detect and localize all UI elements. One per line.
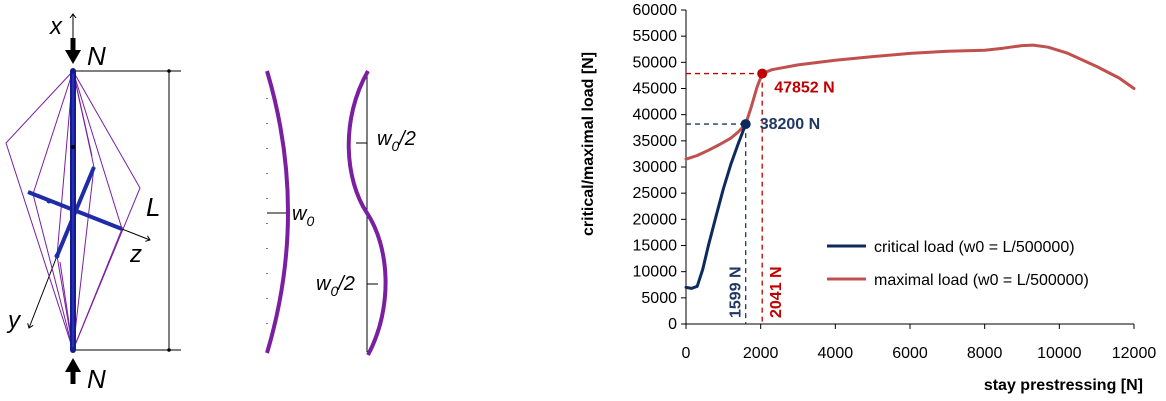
marker-critical-point bbox=[740, 119, 751, 130]
z-axis-label: z bbox=[129, 241, 142, 268]
legend-label: maximal load (w0 = L/500000) bbox=[874, 272, 1089, 289]
x-axis-title: stay prestressing [N] bbox=[984, 377, 1143, 394]
y-axis-label: y bbox=[6, 307, 22, 334]
imperfection-shape-a: w0 bbox=[265, 70, 314, 354]
length-tick-bottom bbox=[167, 348, 171, 352]
imperfection-b-top-label: w0/2 bbox=[377, 128, 416, 154]
column-node-upper bbox=[71, 145, 75, 149]
arm-node-left bbox=[46, 198, 52, 204]
arm-node-bottom bbox=[54, 253, 60, 259]
y-tick-label: 50000 bbox=[633, 54, 678, 71]
x-axis-label: x bbox=[49, 13, 63, 40]
z-axis-arrow bbox=[121, 228, 150, 240]
legend: critical load (w0 = L/500000) maximal loa… bbox=[827, 239, 1089, 289]
force-label-top: N bbox=[87, 41, 106, 71]
y-tick-label: 40000 bbox=[633, 107, 678, 124]
annotation-maximal-value: 47852 N bbox=[774, 80, 835, 97]
column-diagram: x y z N bbox=[5, 13, 181, 394]
series-critical-load bbox=[684, 122, 748, 290]
y-axis-title: critical/maximal load [N] bbox=[580, 52, 597, 236]
x-tick-labels: 0 2000 4000 6000 8000 10000 12000 bbox=[682, 324, 1157, 362]
imperfection-a-label: w0 bbox=[292, 203, 314, 229]
length-label: L bbox=[146, 192, 160, 222]
x-tick-label: 10000 bbox=[1037, 345, 1082, 362]
y-tick-label: 55000 bbox=[633, 28, 678, 45]
y-tick-label: 0 bbox=[668, 316, 677, 333]
y-tick-label: 35000 bbox=[633, 133, 678, 150]
imperfection-b-bottom-label: w0/2 bbox=[316, 273, 355, 299]
x-tick-label: 2000 bbox=[743, 345, 779, 362]
series-maximal-load bbox=[684, 43, 1136, 161]
column-bottom-node bbox=[70, 347, 76, 353]
y-tick-label: 5000 bbox=[641, 290, 677, 307]
guide-lines bbox=[686, 72, 763, 324]
x-tick-label: 0 bbox=[682, 345, 691, 362]
series-lines bbox=[684, 43, 1136, 290]
y-tick-label: 30000 bbox=[633, 159, 678, 176]
y-tick-label: 10000 bbox=[633, 264, 678, 281]
x-tick-label: 6000 bbox=[892, 345, 928, 362]
column-top-node bbox=[70, 68, 76, 74]
imperfection-shape-b: w0/2 w0/2 bbox=[316, 70, 416, 356]
y-tick-label: 25000 bbox=[633, 185, 678, 202]
y-axis-arrow bbox=[29, 255, 58, 328]
y-tick-label: 20000 bbox=[633, 211, 678, 228]
force-arrow-bottom bbox=[65, 358, 81, 384]
force-label-bottom: N bbox=[87, 364, 106, 394]
x-tick-label: 4000 bbox=[818, 345, 854, 362]
marker-maximal-point bbox=[757, 68, 768, 79]
force-arrow-top bbox=[65, 38, 81, 64]
annotations: 47852 N 38200 N 1599 N 2041 N bbox=[728, 68, 835, 318]
length-tick-top bbox=[167, 69, 171, 73]
x-tick-label: 12000 bbox=[1112, 345, 1157, 362]
load-chart: 0500010000150002000025000300003500040000… bbox=[580, 2, 1156, 394]
y-tick-label: 60000 bbox=[633, 2, 678, 19]
annotation-maximal-prestress: 2041 N bbox=[768, 266, 785, 318]
annotation-critical-value: 38200 N bbox=[760, 116, 821, 133]
legend-label: critical load (w0 = L/500000) bbox=[874, 239, 1075, 256]
y-tick-label: 45000 bbox=[633, 81, 678, 98]
annotation-critical-prestress: 1599 N bbox=[728, 266, 745, 318]
y-tick-labels: 0 5000 10000 15000 20000 25000 30000 35000 40000… bbox=[633, 2, 686, 333]
y-tick-label: 15000 bbox=[633, 238, 678, 255]
x-tick-label: 8000 bbox=[967, 345, 1003, 362]
